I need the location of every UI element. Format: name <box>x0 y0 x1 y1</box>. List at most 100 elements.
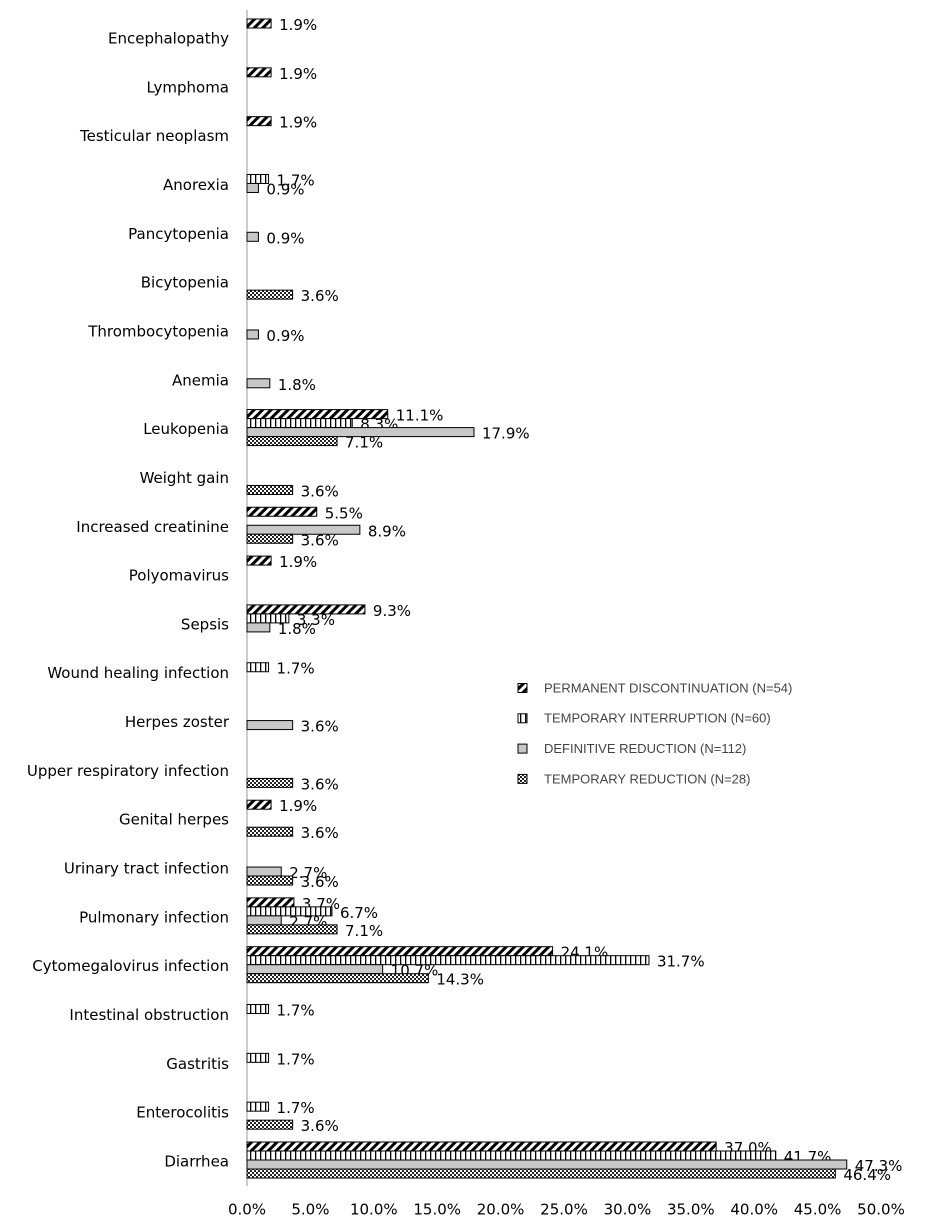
bar <box>246 973 429 984</box>
y-tick-label: Herpes zoster <box>125 713 230 731</box>
bar <box>246 524 361 535</box>
bar <box>246 506 318 517</box>
data-label: 3.6% <box>301 873 339 891</box>
data-label: 8.9% <box>368 522 406 540</box>
data-label: 2.7% <box>289 864 327 882</box>
data-label: 1.9% <box>279 553 317 571</box>
data-label: 31.7% <box>657 953 705 971</box>
y-tick-label: Gastritis <box>166 1055 229 1073</box>
y-tick-label: Genital herpes <box>119 811 229 829</box>
y-tick-label: Anorexia <box>163 176 229 194</box>
bar <box>246 18 272 29</box>
bar <box>246 604 366 615</box>
y-tick-label: Testicular neoplasm <box>79 127 229 145</box>
data-label: 1.7% <box>277 660 315 678</box>
bar <box>246 533 294 544</box>
legend-label: PERMANENT DISCONTINUATION (N=54) <box>544 680 792 695</box>
x-tick-label: 15.0% <box>413 1201 461 1217</box>
data-label: 1.7% <box>277 1099 315 1117</box>
bar <box>246 1101 270 1112</box>
bar <box>246 964 384 975</box>
data-label: 46.4% <box>843 1166 891 1184</box>
bar <box>246 799 272 810</box>
data-label: 3.6% <box>301 287 339 305</box>
data-label: 1.9% <box>279 797 317 815</box>
x-tick-label: 5.0% <box>291 1201 329 1217</box>
legend-label: DEFINITIVE REDUCTION (N=112) <box>544 741 746 756</box>
data-label: 1.8% <box>278 620 316 638</box>
bar <box>246 720 294 731</box>
bar <box>246 484 294 495</box>
data-label: 3.6% <box>301 718 339 736</box>
y-tick-label: Increased creatinine <box>76 518 229 536</box>
data-label: 1.8% <box>278 376 316 394</box>
y-tick-label: Polyomavirus <box>129 567 229 585</box>
data-label: 0.9% <box>266 327 304 345</box>
bar <box>246 777 294 788</box>
y-tick-label: Cytomegalovirus infection <box>32 957 229 975</box>
y-tick-label: Upper respiratory infection <box>27 762 229 780</box>
bar <box>246 436 338 447</box>
bar <box>246 866 282 877</box>
data-label: 9.3% <box>373 602 411 620</box>
data-label: 14.3% <box>436 971 484 989</box>
data-label: 11.1% <box>396 407 444 425</box>
bar <box>246 662 270 673</box>
x-tick-label: 20.0% <box>477 1201 525 1217</box>
bar <box>246 622 271 633</box>
bar <box>246 231 259 242</box>
y-tick-label: Intestinal obstruction <box>69 1006 229 1024</box>
data-label: 7.1% <box>345 922 383 940</box>
x-tick-label: 45.0% <box>794 1201 842 1217</box>
y-tick-label: Wound healing infection <box>47 664 229 682</box>
bar <box>246 182 259 193</box>
bar <box>246 897 295 908</box>
legend-label: TEMPORARY INTERRUPTION (N=60) <box>544 711 771 726</box>
bar <box>246 1119 294 1130</box>
legend-swatch <box>517 713 528 724</box>
bar <box>246 1052 270 1063</box>
y-tick-label: Pancytopenia <box>128 225 229 243</box>
bar <box>246 915 282 926</box>
bar <box>246 1159 848 1170</box>
bar <box>246 875 294 886</box>
y-tick-label: Pulmonary infection <box>79 908 229 926</box>
bar <box>246 924 338 935</box>
data-label: 3.6% <box>301 1117 339 1135</box>
x-tick-label: 40.0% <box>730 1201 778 1217</box>
y-tick-label: Bicytopenia <box>141 274 229 292</box>
legend-swatch <box>517 683 528 693</box>
data-label: 7.1% <box>345 434 383 452</box>
data-label: 1.7% <box>277 1050 315 1068</box>
y-tick-label: Urinary tract infection <box>64 860 229 878</box>
data-label: 3.6% <box>301 824 339 842</box>
x-tick-label: 35.0% <box>667 1201 715 1217</box>
data-label: 3.6% <box>301 482 339 500</box>
bar <box>246 955 650 966</box>
bar <box>246 1150 777 1161</box>
y-tick-label: Encephalopathy <box>108 30 229 48</box>
bar <box>246 1004 270 1015</box>
data-label: 17.9% <box>482 425 530 443</box>
y-tick-label: Weight gain <box>140 469 229 487</box>
bar <box>246 116 272 127</box>
bar <box>246 906 333 917</box>
x-tick-label: 25.0% <box>540 1201 588 1217</box>
bar <box>246 427 475 438</box>
x-tick-label: 30.0% <box>604 1201 652 1217</box>
bar <box>246 378 271 389</box>
bar <box>246 555 272 566</box>
bar <box>246 67 272 78</box>
legend-swatch <box>517 743 528 754</box>
data-label: 1.7% <box>277 1002 315 1020</box>
bar <box>246 173 270 184</box>
legend-label: TEMPORARY REDUCTION (N=28) <box>544 771 750 786</box>
y-tick-label: Enterocolitis <box>136 1104 229 1122</box>
bar <box>246 1141 717 1152</box>
data-label: 3.6% <box>301 531 339 549</box>
legend-swatch <box>517 773 528 784</box>
data-label: 6.7% <box>340 904 378 922</box>
y-tick-label: Anemia <box>172 371 229 389</box>
bar <box>246 329 259 340</box>
